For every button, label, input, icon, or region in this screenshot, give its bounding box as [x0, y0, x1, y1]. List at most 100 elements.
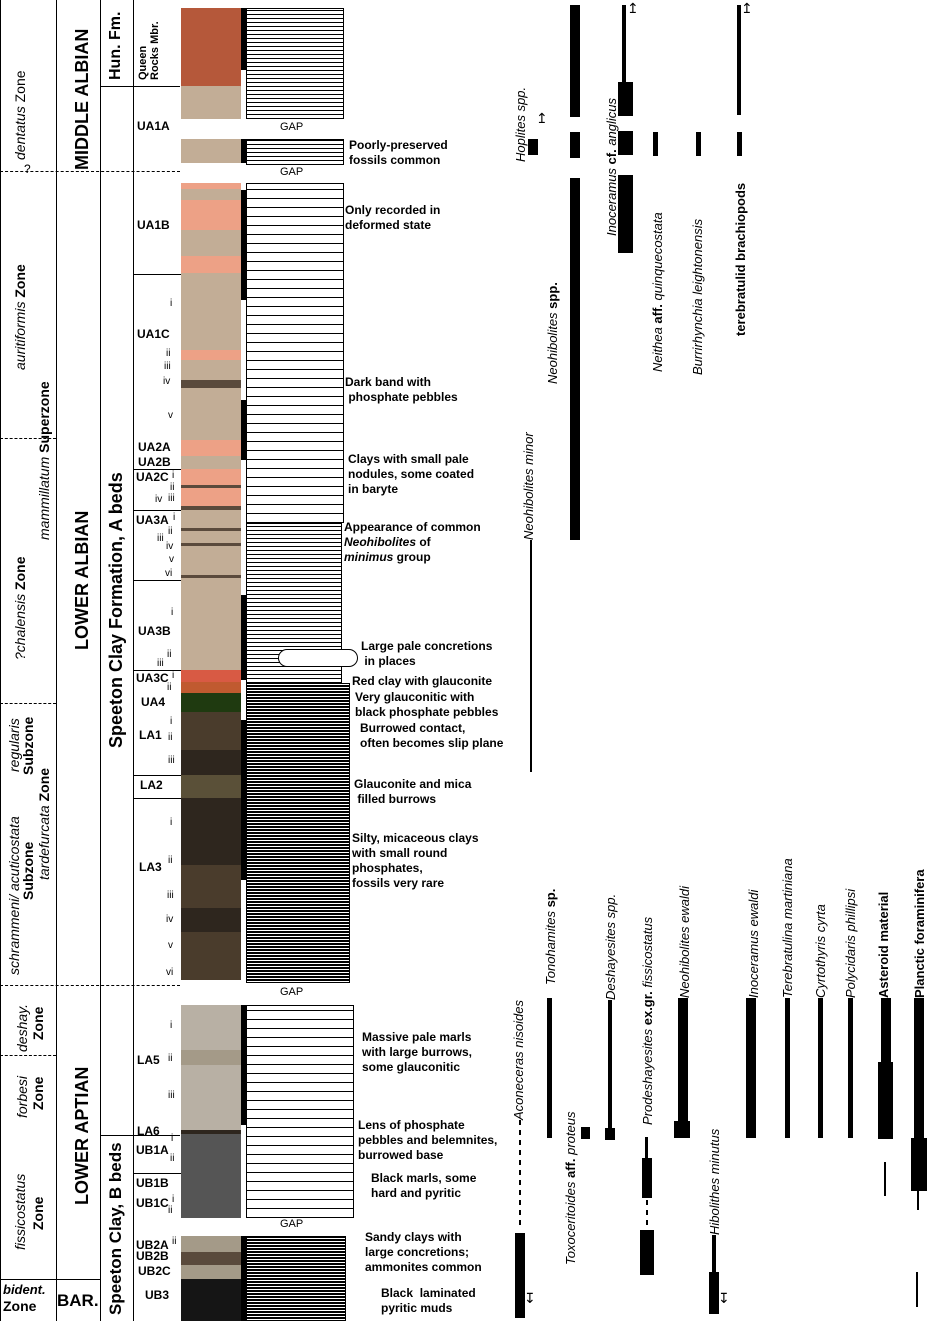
colour-band: [181, 256, 241, 273]
description: Glauconite and mica filled burrows: [354, 777, 472, 806]
subunit-label: vi: [165, 568, 173, 579]
description: Black marls, some hard and pyritic: [371, 1171, 477, 1200]
stage-lower-aptian: LOWER APTIAN: [72, 1066, 92, 1205]
range-bar-asteroid: [881, 998, 891, 1063]
gap-label: GAP: [280, 986, 304, 998]
colour-band: [181, 528, 241, 531]
range-bar-prodeshayesites: [645, 1137, 648, 1161]
formation-hunstanton: Hun. Fm.: [107, 11, 124, 80]
taxon-inoceramus-anglicus: Inoceramus cf. anglicus: [604, 97, 619, 236]
subunit-label: ii: [168, 732, 173, 743]
gap-label: GAP: [280, 121, 304, 133]
unit-divider: [133, 510, 181, 511]
taxon-burrirhynchia: Burrirhynchia leightonensis: [690, 218, 705, 375]
zone-fissicostatus-label: Zone: [30, 1196, 46, 1230]
arrow-up-icon: ↥: [627, 0, 639, 16]
subunit-label: i: [170, 298, 173, 309]
description: Poorly-preserved fossils common: [349, 138, 448, 167]
subunit-label: ii: [167, 682, 172, 693]
description: Massive pale marls with large burrows, s…: [362, 1030, 473, 1074]
range-bar-neohibolites-minor: [530, 540, 532, 772]
stage-barremian: BAR.: [57, 1291, 99, 1310]
taxon-terebratulid: terebratulid brachiopods: [733, 182, 748, 336]
subunit-label: i: [171, 607, 174, 618]
colour-band: [181, 200, 241, 230]
range-bar-planctic-foraminifera: [916, 1272, 918, 1307]
unit-UB2A: UB2A: [136, 1238, 169, 1252]
description: Dark band with phosphate pebbles: [345, 375, 458, 404]
range-bar-hibolithes: [712, 1235, 716, 1275]
subunit-label: v: [168, 940, 173, 951]
zone-bidentatum-label: Zone: [3, 1298, 37, 1314]
resistance-strip: [241, 190, 246, 300]
unit-divider: [133, 274, 181, 275]
range-bar-neohibolites-ewaldi: [674, 1121, 690, 1138]
colour-band: [181, 1005, 241, 1050]
description: Burrowed contact, often becomes slip pla…: [360, 721, 504, 750]
unit-LA1: LA1: [139, 728, 162, 742]
range-bar-prodeshayesites: [646, 1200, 648, 1230]
range-bar-cyrtothyris: [818, 998, 823, 1138]
description: Only recorded in deformed state: [345, 203, 441, 232]
stage-middle-albian: MIDDLE ALBIAN: [72, 28, 92, 170]
unit-UA3C: UA3C: [136, 671, 169, 685]
subunit-label: i: [172, 1194, 175, 1205]
range-bar-terebratulid: [737, 132, 742, 156]
colour-band: [181, 510, 241, 528]
description: Silty, micaceous clays with small round …: [352, 831, 479, 890]
colour-band: [181, 230, 241, 256]
b-beds-top: [100, 1135, 180, 1136]
member-queen-rocks: Queen Rocks Mbr.: [137, 21, 161, 80]
colour-band: [181, 1236, 241, 1252]
range-bar-burrirhynchia: [696, 132, 701, 156]
description: Black laminated pyritic muds: [381, 1286, 476, 1315]
gap-label: GAP: [280, 1218, 304, 1230]
taxon-deshayesites: Deshayesites spp.: [603, 893, 618, 1000]
zone-fissicostatus: fissicostatus: [12, 1173, 28, 1250]
colour-band: [181, 908, 241, 932]
resistance-strip: [241, 1005, 246, 1125]
unit-divider: [133, 670, 181, 671]
range-bar-neithea: [653, 132, 658, 156]
lithology-log-segment: [246, 183, 344, 523]
taxon-hibolithes: Hibolithes minutus: [707, 1128, 722, 1235]
subunit-label: ii: [167, 649, 172, 660]
subunit-label: i: [170, 817, 173, 828]
taxon-prodeshayesites: Prodeshayesites ex.gr. fissicostatus: [640, 916, 655, 1125]
subunit-label: i: [170, 1020, 173, 1031]
colour-band: [181, 932, 241, 968]
lithology-log-segment: [246, 1005, 354, 1218]
range-bar-deshayesites: [605, 1128, 615, 1140]
subzone-label-2: Subzone: [20, 716, 36, 775]
colour-band: [181, 578, 241, 670]
subunit-label: i: [172, 470, 175, 481]
subunit-label: ii: [170, 1153, 175, 1164]
range-bar-aconeceras: [519, 1120, 521, 1230]
colour-band: [181, 575, 241, 578]
colour-band: [181, 360, 241, 380]
range-bar-terebratulid: [737, 5, 741, 115]
unit-UB1B: UB1B: [136, 1176, 169, 1190]
colour-band: [181, 543, 241, 546]
range-bar-neohibolites-spp: [570, 132, 580, 158]
colour-band: [181, 183, 241, 189]
description: Lens of phosphate pebbles and belemnites…: [358, 1118, 498, 1162]
range-bar-asteroid: [878, 1062, 893, 1139]
colour-band: [181, 139, 241, 163]
subunit-label: ii: [168, 1053, 173, 1064]
range-bar-neohibolites-spp: [570, 5, 580, 117]
colour-band: [181, 693, 241, 712]
lithology-log-segment: [246, 8, 344, 119]
zone-tardefurcata: tardefurcata Zone: [36, 767, 52, 880]
stage-column-divider: [100, 0, 101, 1321]
taxon-neohibolites-spp: Neohibolites spp.: [545, 282, 560, 384]
frame-left: [0, 0, 1, 1321]
lithology-log-segment: [246, 139, 344, 165]
unit-LA3: LA3: [139, 860, 162, 874]
range-bar-inoceramus-ewaldi: [746, 998, 756, 1138]
lithology-log-segment: [246, 683, 350, 983]
taxon-asteroid: Asteroid material: [876, 891, 891, 998]
range-bar-prodeshayesites: [642, 1158, 652, 1198]
subunit-label: i: [173, 512, 176, 523]
range-bar-terebratulina: [785, 998, 790, 1138]
